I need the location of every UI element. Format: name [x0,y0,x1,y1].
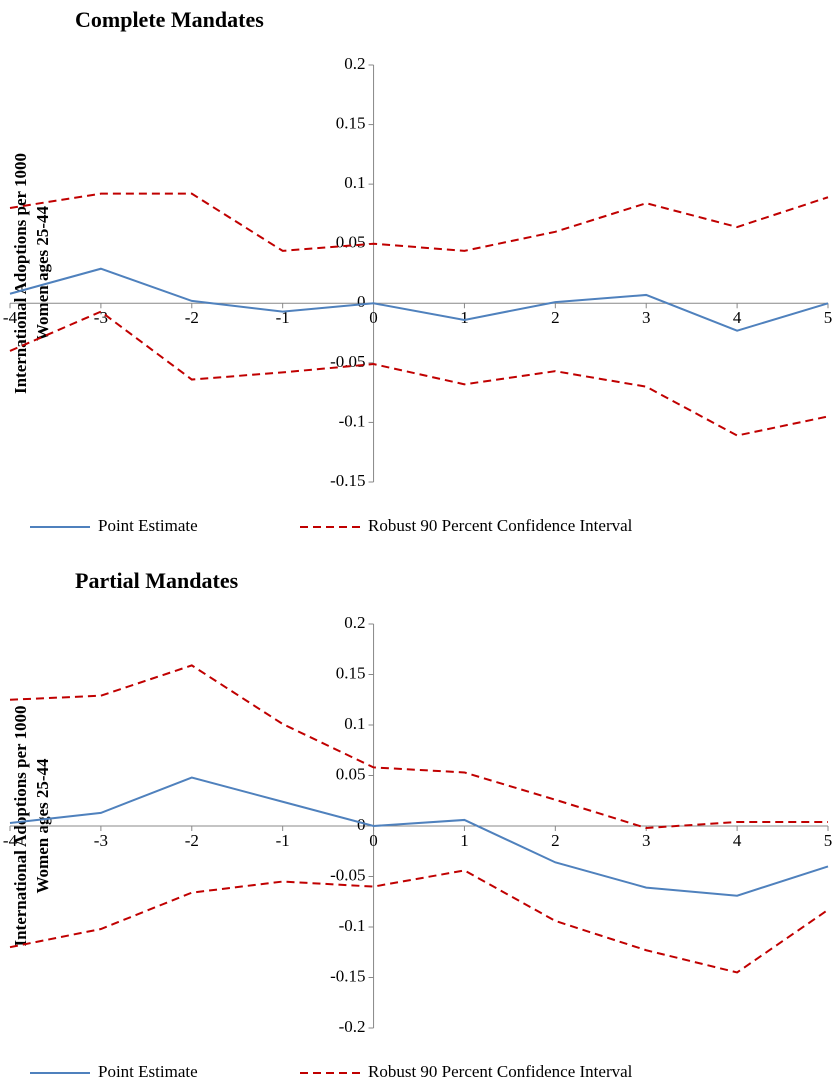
x-tick-label: -4 [3,831,18,850]
x-tick-label: 2 [551,308,560,327]
chart-panel: Complete Mandates International Adoptions… [3,7,832,535]
series-line [9,310,829,437]
y-tick-label: -0.1 [339,411,366,430]
legend-label: Point Estimate [98,516,198,535]
x-tick-label: -3 [94,308,108,327]
x-tick-label: 0 [369,308,378,327]
series-line [9,267,829,332]
y-tick-label: 0.1 [344,173,365,192]
x-tick-label: 3 [642,308,651,327]
y-tick-label: -0.15 [330,471,365,490]
x-tick-label: -3 [94,831,108,850]
chart-title: Complete Mandates [75,7,264,32]
x-tick-label: 2 [551,831,560,850]
chart-title: Partial Mandates [75,568,239,593]
x-tick-label: -2 [185,308,199,327]
series-line [9,664,828,830]
series-line [9,869,829,974]
y-tick-label: -0.2 [339,1017,366,1036]
x-tick-label: -2 [185,831,199,850]
x-tick-label: 1 [460,308,469,327]
y-tick-label: 0.15 [336,113,366,132]
y-tick-label: 0 [357,815,366,834]
x-tick-label: -1 [276,831,290,850]
y-axis-label: Women ages 25-44 [33,205,52,341]
x-tick-label: 5 [824,308,833,327]
x-tick-label: 4 [733,308,742,327]
series-line [9,192,829,252]
y-tick-label: 0.2 [344,613,365,632]
legend-label: Robust 90 Percent Confidence Interval [368,516,633,535]
y-tick-label: 0.05 [336,233,366,252]
series-line [9,776,829,897]
y-tick-label: 0.05 [336,764,366,783]
y-axis-label: International Adoptions per 1000 [11,153,30,394]
x-tick-label: -4 [3,308,18,327]
x-tick-label: 1 [460,831,469,850]
y-tick-label: 0.15 [336,663,366,682]
x-tick-label: 0 [369,831,378,850]
x-tick-label: 3 [642,831,651,850]
x-tick-label: -1 [276,308,290,327]
y-tick-label: -0.15 [330,966,365,985]
y-tick-label: 0.1 [344,714,365,733]
legend-label: Point Estimate [98,1062,198,1081]
y-tick-label: -0.05 [330,865,365,884]
legend-label: Robust 90 Percent Confidence Interval [368,1062,633,1081]
y-tick-label: -0.1 [339,916,366,935]
y-tick-label: 0 [357,292,366,311]
x-tick-label: 5 [824,831,833,850]
y-tick-label: 0.2 [344,54,365,73]
x-tick-label: 4 [733,831,742,850]
